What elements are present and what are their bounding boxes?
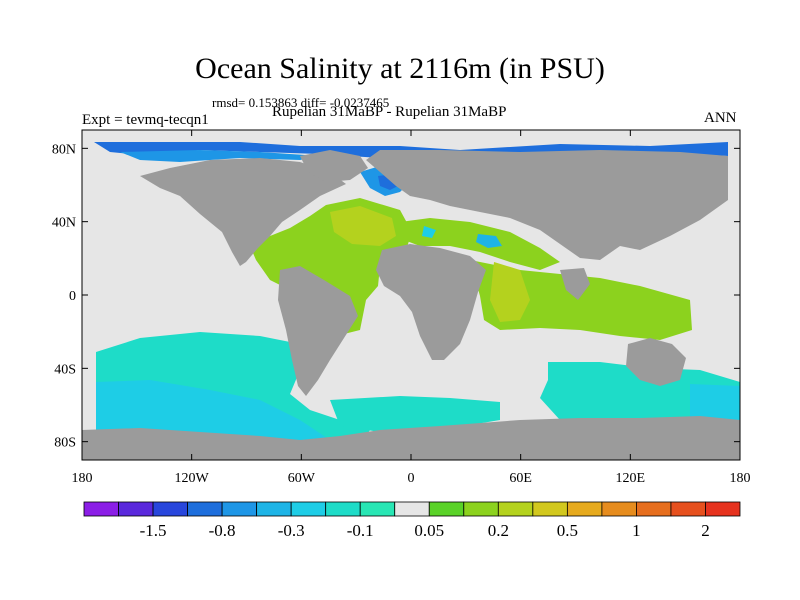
colorbar-label: 0.2 — [488, 521, 509, 540]
colorbar-swatch — [221, 501, 258, 517]
colorbar-swatch — [325, 501, 361, 517]
colorbar: -1.5 -0.8 -0.3 -0.1 0.05 0.2 0.5 1 2 — [83, 501, 741, 540]
colorbar-swatch — [497, 501, 534, 517]
colorbar-label: -0.3 — [278, 521, 305, 540]
lat-tick-label: 80S — [54, 436, 76, 451]
lon-tick-label: 0 — [408, 471, 415, 486]
colorbar-label: 0.05 — [414, 521, 444, 540]
colorbar-label: 2 — [701, 521, 710, 540]
colorbar-label: -0.8 — [209, 521, 236, 540]
lon-tick-label: 120W — [175, 471, 210, 486]
colorbar-swatch — [636, 501, 672, 517]
land-north-america — [140, 158, 346, 266]
lat-tick-label: 40N — [52, 216, 76, 231]
stats-text: rmsd= 0.153863 diff= -0.0237465 — [212, 95, 390, 110]
colorbar-swatch — [532, 501, 568, 517]
axis-ticks: 80N 40N 0 40S 80S 180 120W 60W 0 60E 120E 180 — [52, 130, 751, 486]
colorbar-swatch — [463, 501, 499, 517]
lon-tick-label: 60E — [509, 471, 532, 486]
colorbar-swatch — [118, 501, 154, 517]
colorbar-swatch — [83, 501, 119, 517]
lat-tick-label: 80N — [52, 142, 76, 157]
land-australia — [626, 338, 686, 386]
land-africa — [376, 244, 486, 360]
colorbar-swatch — [428, 501, 465, 517]
colorbar-swatch — [256, 501, 292, 517]
colorbar-swatch — [705, 501, 741, 517]
colorbar-label: -0.1 — [347, 521, 374, 540]
field-indian-yellow — [490, 262, 530, 322]
lat-tick-label: 0 — [69, 289, 76, 304]
field-indian-green — [470, 260, 692, 340]
map-panel — [82, 130, 740, 460]
field-atlantic-light — [330, 206, 396, 246]
lat-tick-label: 40S — [54, 362, 76, 377]
experiment-label: Expt = tevmq-tecqn1 — [82, 112, 209, 128]
lon-tick-label: 180 — [730, 471, 751, 486]
colorbar-swatch — [601, 501, 637, 517]
field-atlantic-south-teal — [330, 396, 500, 432]
land-masses — [82, 150, 740, 460]
colorbar-swatch — [670, 501, 706, 517]
colorbar-label: 1 — [632, 521, 641, 540]
season-label: ANN — [704, 110, 737, 126]
field-tethys-anomaly-2 — [476, 234, 502, 248]
land-greenland — [300, 150, 368, 182]
colorbar-swatch — [394, 501, 430, 517]
land-antarctica — [82, 416, 740, 460]
colorbar-swatch — [566, 501, 603, 517]
colorbar-swatch — [359, 501, 396, 517]
colorbar-swatch — [290, 501, 327, 517]
lon-tick-label: 180 — [72, 471, 93, 486]
subtitle: Rupelian 31MaBP - Rupelian 31MaBP — [272, 104, 507, 120]
land-south-america — [278, 266, 358, 396]
colorbar-label: -1.5 — [140, 521, 167, 540]
lon-tick-label: 60W — [288, 471, 316, 486]
colorbar-swatch — [152, 501, 188, 517]
land-eurasia — [366, 150, 728, 260]
land-india — [560, 268, 590, 300]
plot-title: Ocean Salinity at 2116m (in PSU) — [195, 52, 605, 85]
lon-tick-label: 120E — [616, 471, 646, 486]
colorbar-label: 0.5 — [557, 521, 578, 540]
colorbar-swatch — [187, 501, 223, 517]
field-tethys-anomaly — [422, 226, 436, 238]
